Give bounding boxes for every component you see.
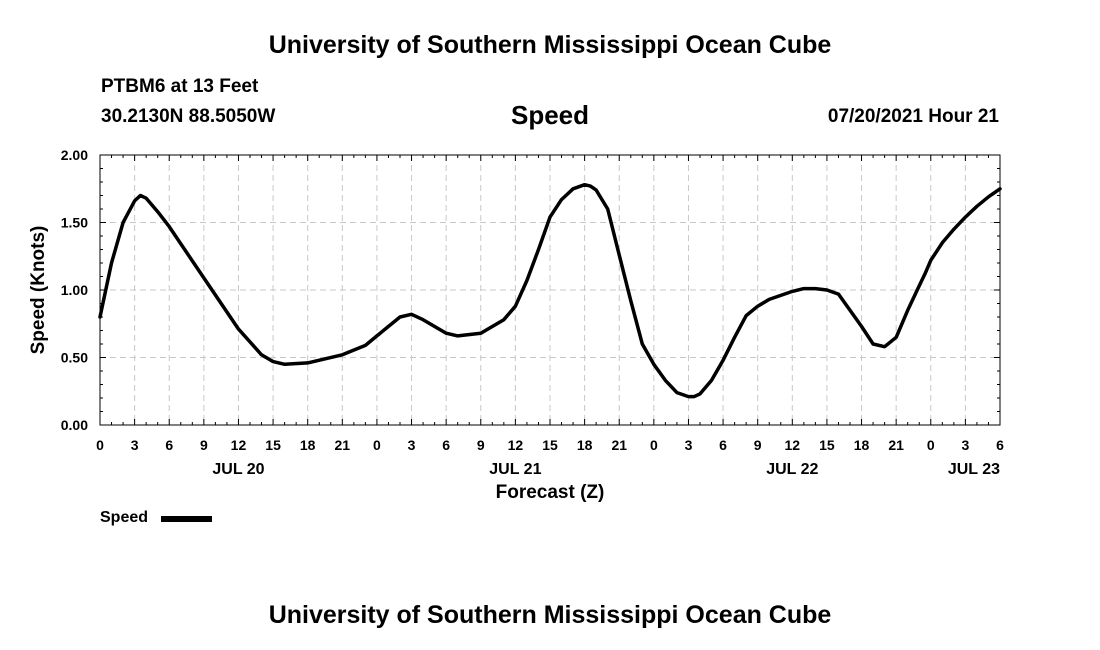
station-coords: 30.2130N 88.5050W xyxy=(101,106,276,127)
x-axis-label: Forecast (Z) xyxy=(495,482,605,503)
date-label: JUL 20 xyxy=(212,461,264,478)
station-label: PTBM6 at 13 Feet xyxy=(101,76,259,97)
date-label: JUL 23 xyxy=(948,461,1000,478)
y-tick-label: 0.00 xyxy=(61,417,88,433)
legend-line-swatch xyxy=(161,516,212,522)
x-tick-label: 3 xyxy=(961,437,969,453)
y-tick-label: 1.00 xyxy=(61,282,88,298)
x-tick-label: 12 xyxy=(231,437,247,453)
x-tick-label: 6 xyxy=(442,437,450,453)
x-tick-label: 21 xyxy=(335,437,351,453)
x-tick-label: 9 xyxy=(477,437,485,453)
y-tick-label: 1.50 xyxy=(61,215,88,231)
page-title: University of Southern Mississippi Ocean… xyxy=(268,31,832,59)
forecast-timestamp: 07/20/2021 Hour 21 xyxy=(827,106,999,127)
x-tick-label: 18 xyxy=(854,437,870,453)
y-tick-label: 0.50 xyxy=(61,350,88,366)
x-tick-label: 3 xyxy=(131,437,139,453)
x-tick-label: 15 xyxy=(542,437,558,453)
y-tick-label: 2.00 xyxy=(61,147,88,163)
speed-series-line xyxy=(98,182,1002,399)
x-tick-label: 6 xyxy=(996,437,1004,453)
date-label: JUL 22 xyxy=(766,461,818,478)
x-tick-label: 15 xyxy=(265,437,281,453)
x-tick-label: 0 xyxy=(373,437,381,453)
x-tick-label: 18 xyxy=(577,437,593,453)
x-tick-label: 12 xyxy=(785,437,801,453)
footer-title: University of Southern Mississippi Ocean… xyxy=(268,601,832,629)
y-axis-label: Speed (Knots) xyxy=(28,226,49,355)
x-tick-label: 0 xyxy=(650,437,658,453)
date-label: JUL 21 xyxy=(489,461,541,478)
x-tick-label: 15 xyxy=(819,437,835,453)
x-tick-label: 6 xyxy=(165,437,173,453)
x-tick-label: 3 xyxy=(685,437,693,453)
x-tick-label: 0 xyxy=(96,437,104,453)
x-tick-label: 9 xyxy=(200,437,208,453)
x-tick-label: 21 xyxy=(888,437,904,453)
x-tick-label: 21 xyxy=(611,437,627,453)
legend-label: Speed xyxy=(100,509,149,526)
x-tick-label: 6 xyxy=(719,437,727,453)
x-tick-label: 3 xyxy=(408,437,416,453)
x-tick-label: 9 xyxy=(754,437,762,453)
x-tick-label: 12 xyxy=(508,437,524,453)
x-tick-label: 18 xyxy=(300,437,316,453)
chart-title: Speed xyxy=(510,100,590,130)
x-tick-label: 0 xyxy=(927,437,935,453)
